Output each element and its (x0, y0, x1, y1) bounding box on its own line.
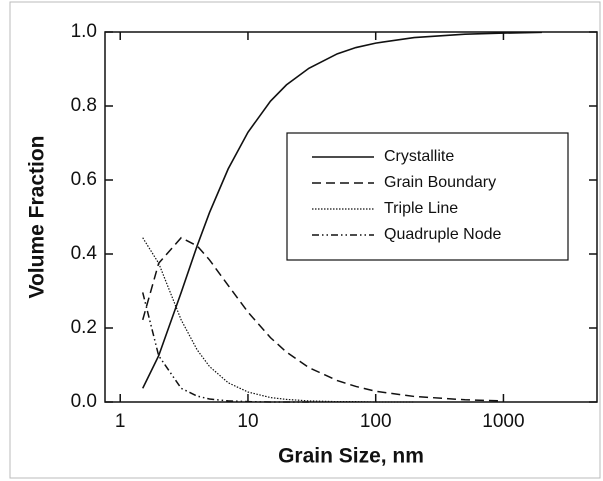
y-tick-label: 0.0 (71, 391, 97, 412)
legend-label: Quadruple Node (384, 226, 502, 243)
x-axis-label: Grain Size, nm (278, 445, 424, 468)
series-line (142, 31, 542, 389)
legend-label: Triple Line (384, 200, 458, 217)
plot-area (104, 31, 598, 403)
y-axis-label: Volume Fraction (26, 136, 49, 299)
x-tick-label: 1 (115, 411, 126, 432)
legend-box (286, 132, 569, 261)
y-tick-label: 1.0 (71, 21, 97, 42)
legend-label: Grain Boundary (384, 174, 496, 191)
y-tick-label: 0.6 (71, 169, 97, 190)
x-tick-label: 1000 (482, 411, 524, 432)
y-tick-label: 0.2 (71, 317, 97, 338)
x-tick-label: 100 (360, 411, 392, 432)
series-line (141, 236, 504, 402)
y-tick-label: 0.8 (71, 95, 97, 116)
x-tick-label: 10 (237, 411, 258, 432)
y-tick-label: 0.4 (71, 243, 98, 264)
frame (9, 1, 601, 479)
series-line (142, 237, 415, 403)
series-line (141, 292, 309, 403)
legend-label: Crystallite (384, 148, 454, 165)
